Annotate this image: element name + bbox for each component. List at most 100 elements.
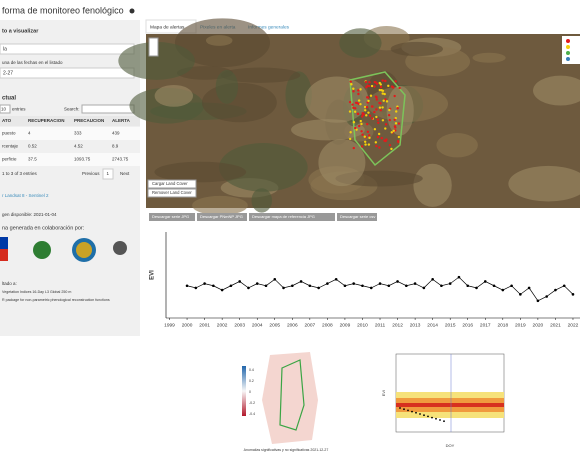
search-box[interactable] bbox=[81, 104, 135, 114]
terrain bbox=[339, 28, 382, 58]
app-title: forma de monitoreo fenológico bbox=[2, 5, 124, 15]
alert-pixel bbox=[390, 131, 393, 134]
alert-pixel bbox=[398, 86, 401, 90]
evi-point bbox=[264, 284, 268, 288]
entries-select[interactable] bbox=[0, 104, 11, 114]
x-tick-label: 2013 bbox=[410, 322, 421, 328]
table-header-cell: ATO bbox=[2, 118, 12, 123]
x-tick-label: 2005 bbox=[269, 322, 280, 328]
pager-page[interactable]: 1 bbox=[107, 171, 110, 176]
evi-point bbox=[501, 288, 505, 292]
evi-point bbox=[203, 282, 206, 285]
alert-pixel bbox=[379, 109, 382, 112]
tab[interactable]: Informes generales bbox=[248, 24, 290, 30]
alert-pixel bbox=[359, 88, 362, 91]
evi-point bbox=[291, 284, 294, 288]
alert-pixel bbox=[363, 140, 367, 144]
alert-pixel bbox=[396, 140, 400, 143]
pheno-y-label: EVI bbox=[381, 390, 386, 396]
evi-point bbox=[273, 278, 277, 281]
obs-point bbox=[435, 417, 437, 420]
pager-next[interactable]: Next bbox=[120, 171, 130, 176]
alert-pixel bbox=[356, 101, 359, 105]
download-button[interactable] bbox=[149, 213, 195, 221]
evi-point bbox=[448, 282, 452, 285]
download-button[interactable] bbox=[197, 213, 247, 221]
evi-point bbox=[194, 286, 198, 290]
x-tick-label: 2004 bbox=[252, 322, 263, 328]
alert-pixel bbox=[387, 84, 390, 88]
x-tick-label: 2017 bbox=[480, 322, 491, 328]
evi-point bbox=[282, 286, 285, 290]
evi-point bbox=[562, 284, 566, 288]
alert-pixel bbox=[376, 118, 380, 121]
map-legend bbox=[562, 36, 580, 64]
legend-dot bbox=[566, 51, 570, 55]
evi-point bbox=[212, 284, 215, 288]
alert-pixel bbox=[373, 80, 376, 84]
terrain bbox=[390, 41, 443, 57]
alert-pixel bbox=[357, 99, 361, 102]
terrain bbox=[318, 138, 366, 187]
alert-pixel bbox=[352, 87, 355, 90]
x-tick-label: 2022 bbox=[568, 322, 579, 328]
table-cell: 37.5 bbox=[28, 157, 37, 162]
download-label[interactable]: Descargar serie csv bbox=[340, 214, 375, 219]
evi-point bbox=[492, 284, 496, 288]
download-button[interactable] bbox=[337, 213, 377, 221]
evi-point bbox=[326, 282, 329, 285]
download-label[interactable]: Descargar serie JPG bbox=[152, 214, 189, 219]
x-tick-label: 2002 bbox=[217, 322, 228, 328]
obs-point bbox=[399, 407, 401, 409]
alert-pixel bbox=[380, 136, 383, 140]
alert-pixel bbox=[374, 141, 378, 144]
select-box[interactable] bbox=[0, 43, 135, 55]
alert-pixel bbox=[378, 88, 381, 92]
source-link[interactable]: r Landsat 8 - Sentinel 2 bbox=[2, 193, 49, 198]
evi-point bbox=[361, 284, 364, 288]
y-axis-label: EVI bbox=[150, 270, 156, 280]
pager-previous[interactable]: Previous bbox=[82, 171, 100, 176]
evi-point bbox=[440, 284, 443, 288]
table-header bbox=[0, 116, 140, 126]
alert-pixel bbox=[379, 85, 383, 89]
search-label: Search: bbox=[64, 107, 80, 112]
download-label[interactable]: Descargar mapa de referencia JPG bbox=[252, 214, 315, 219]
alert-pixel bbox=[393, 94, 396, 98]
zoom-control[interactable] bbox=[148, 37, 159, 57]
table-cell: rcentaje bbox=[2, 144, 19, 149]
download-button[interactable] bbox=[249, 213, 335, 221]
evi-point bbox=[396, 280, 399, 283]
map-button-label[interactable]: Remover Land Cover bbox=[152, 190, 192, 195]
alert-pixel bbox=[361, 133, 364, 136]
evi-point bbox=[510, 284, 513, 288]
table-header-cell: RECUPERACION bbox=[28, 118, 65, 123]
evi-point bbox=[554, 288, 557, 292]
date-select[interactable] bbox=[0, 67, 135, 79]
table-cell: 439 bbox=[112, 131, 120, 136]
download-label[interactable]: Descargar PNmNP JPG bbox=[200, 214, 243, 219]
alert-pixel bbox=[365, 114, 368, 117]
terrain bbox=[201, 82, 277, 123]
alert-pixel bbox=[357, 92, 360, 96]
map-button-label[interactable]: Cargar Land Cover bbox=[152, 181, 188, 186]
alert-pixel bbox=[378, 146, 381, 149]
alert-pixel bbox=[370, 84, 374, 88]
alert-pixel bbox=[375, 96, 378, 99]
map-button[interactable] bbox=[147, 188, 197, 198]
terrain bbox=[220, 67, 301, 83]
map-button[interactable] bbox=[147, 179, 197, 189]
evi-point bbox=[519, 293, 522, 296]
table-row bbox=[0, 140, 140, 153]
evi-point bbox=[255, 282, 259, 285]
evi-point bbox=[457, 275, 461, 279]
alert-pixel bbox=[390, 147, 393, 151]
terrain bbox=[533, 75, 580, 106]
colorbar-label: 0.2 bbox=[249, 379, 254, 383]
tab[interactable]: Mapa de alertas bbox=[150, 24, 185, 30]
evi-point bbox=[483, 280, 487, 283]
x-tick-label: 2020 bbox=[533, 322, 544, 328]
legend-dot bbox=[566, 57, 570, 61]
alert-pixel bbox=[376, 135, 380, 139]
evi-point bbox=[466, 284, 470, 288]
